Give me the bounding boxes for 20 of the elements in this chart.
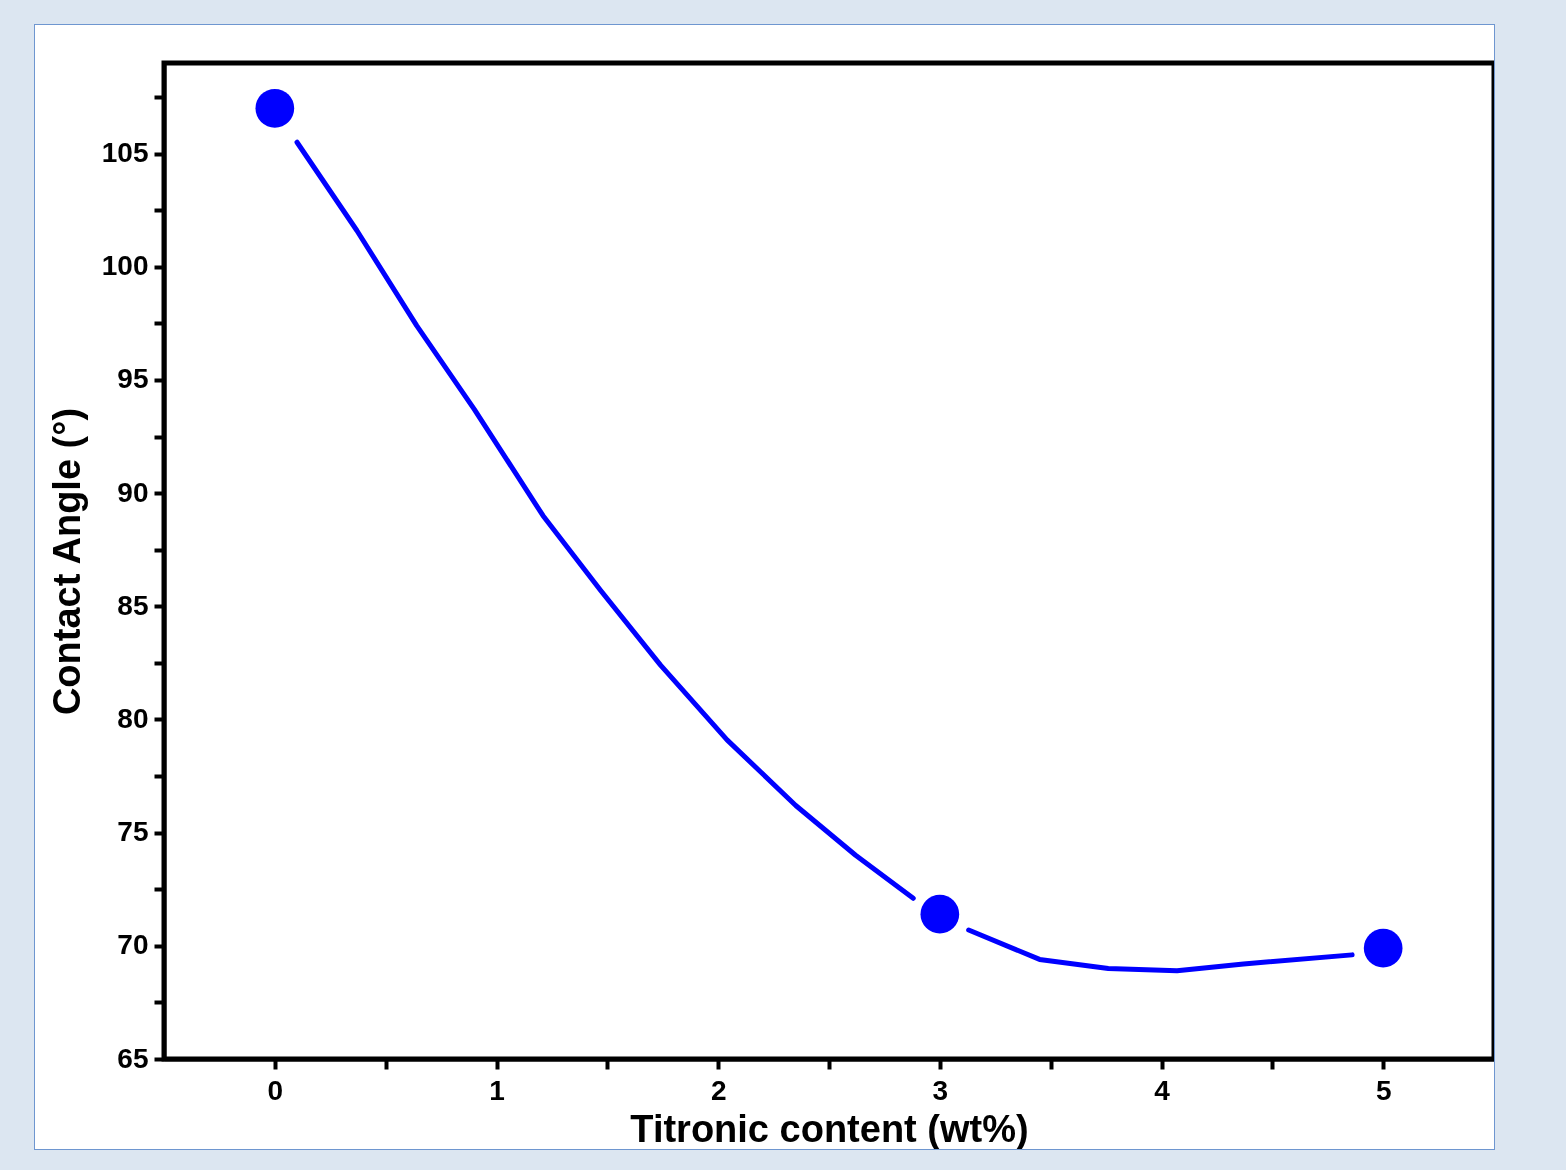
point xyxy=(255,88,295,128)
point xyxy=(920,894,960,934)
y-tick-label: 90 xyxy=(117,476,149,508)
point xyxy=(1363,928,1403,968)
y-tick-label: 85 xyxy=(117,589,149,621)
y-tick-label: 80 xyxy=(117,702,149,734)
x-tick-label: 5 xyxy=(1375,1074,1392,1106)
y-tick-label: 95 xyxy=(117,363,149,395)
y-tick-label: 100 xyxy=(101,250,149,282)
x-tick-label: 4 xyxy=(1154,1074,1171,1106)
x-axis-title: Titronic content (wt%) xyxy=(630,1107,1029,1150)
y-tick-label: 65 xyxy=(117,1042,149,1074)
x-tick-label: 1 xyxy=(489,1074,505,1106)
y-tick-label: 70 xyxy=(117,929,149,961)
x-tick-label: 2 xyxy=(710,1074,727,1106)
y-tick-label: 75 xyxy=(117,816,149,848)
x-tick-label: 3 xyxy=(932,1074,949,1106)
y-axis-title: Contact Angle (°) xyxy=(45,407,88,716)
x-tick-label: 0 xyxy=(267,1074,284,1106)
y-tick-label: 105 xyxy=(101,137,149,169)
